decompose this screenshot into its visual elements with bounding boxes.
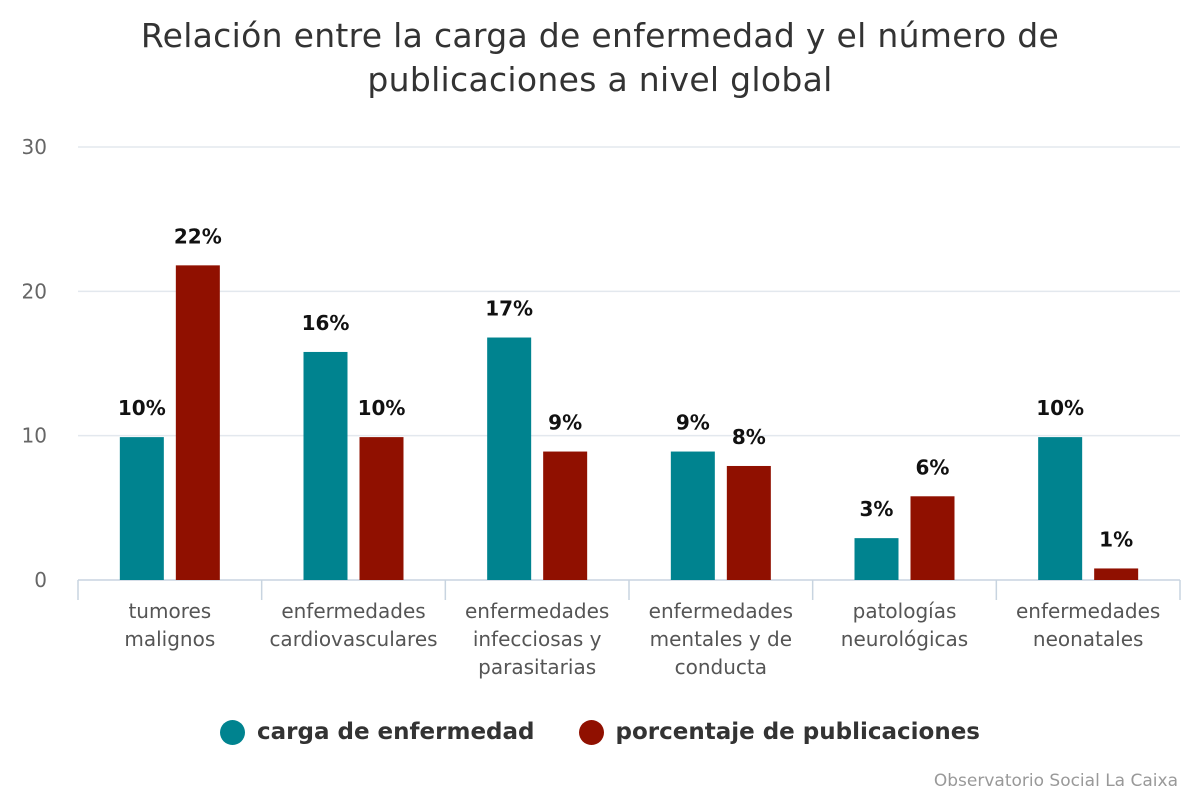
legend-item-carga[interactable]: carga de enfermedad xyxy=(220,719,535,745)
bar xyxy=(175,265,220,580)
bar xyxy=(1094,568,1139,580)
y-tick-label: 10 xyxy=(22,424,47,448)
x-tick-label: mentales y de xyxy=(650,627,792,651)
data-label: 22% xyxy=(174,224,222,248)
x-tick-label: enfermedades xyxy=(649,599,793,623)
bar xyxy=(487,337,532,580)
bar xyxy=(543,451,588,580)
legend-item-publicaciones[interactable]: porcentaje de publicaciones xyxy=(578,719,981,745)
bar xyxy=(670,451,715,580)
bar xyxy=(910,496,955,580)
data-label: 6% xyxy=(916,455,950,479)
chart-title: Relación entre la carga de enfermedad y … xyxy=(140,16,1060,99)
x-tick-label: parasitarias xyxy=(478,655,596,679)
legend-swatch-publicaciones xyxy=(578,719,604,745)
x-tick-label: malignos xyxy=(124,627,215,651)
legend-label-carga: carga de enfermedad xyxy=(257,719,535,745)
data-label: 9% xyxy=(676,411,710,435)
x-tick-label: patologías xyxy=(853,599,957,623)
data-label: 16% xyxy=(302,311,350,335)
x-tick-label: cardiovasculares xyxy=(269,627,437,651)
y-tick-label: 30 xyxy=(22,135,47,159)
x-tick-label: conducta xyxy=(675,655,767,679)
x-tick-label: infecciosas y xyxy=(473,627,602,651)
bar xyxy=(854,538,899,580)
data-label: 10% xyxy=(358,396,406,420)
x-tick-label: enfermedades xyxy=(465,599,609,623)
bar xyxy=(119,437,164,580)
x-tick-label: neonatales xyxy=(1033,627,1144,651)
bar xyxy=(359,437,404,580)
x-tick-label: enfermedades xyxy=(1016,599,1160,623)
data-label: 8% xyxy=(732,425,766,449)
data-label: 10% xyxy=(118,396,166,420)
data-label: 17% xyxy=(485,297,533,321)
y-tick-label: 0 xyxy=(34,568,47,592)
data-label: 1% xyxy=(1099,527,1133,551)
bar xyxy=(726,465,771,580)
data-label: 3% xyxy=(860,497,894,521)
x-tick-label: enfermedades xyxy=(281,599,425,623)
bar xyxy=(303,351,348,580)
legend-label-publicaciones: porcentaje de publicaciones xyxy=(615,719,981,745)
legend: carga de enfermedad porcentaje de public… xyxy=(0,719,1200,745)
data-label: 9% xyxy=(548,411,582,435)
credit-text: Observatorio Social La Caixa xyxy=(933,771,1178,791)
bar xyxy=(1038,437,1083,580)
x-tick-label: neurológicas xyxy=(841,627,968,651)
data-label: 10% xyxy=(1036,396,1084,420)
legend-swatch-carga xyxy=(220,719,245,745)
x-tick-label: tumores xyxy=(128,599,211,623)
y-tick-label: 20 xyxy=(22,279,47,303)
